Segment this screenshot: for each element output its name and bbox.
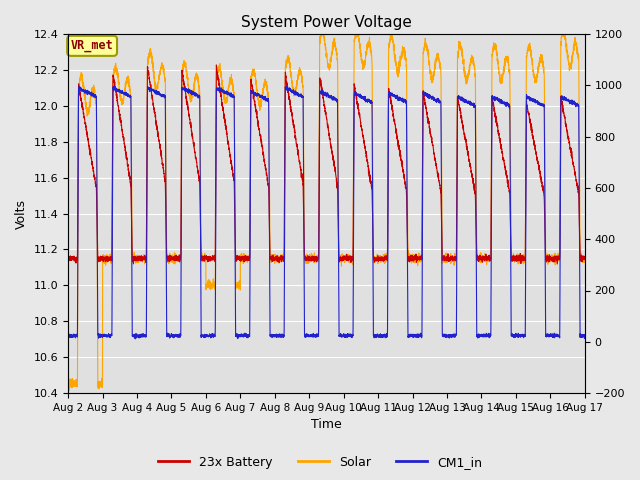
Y-axis label: Volts: Volts: [15, 199, 28, 228]
Text: VR_met: VR_met: [71, 39, 113, 52]
Legend: 23x Battery, Solar, CM1_in: 23x Battery, Solar, CM1_in: [153, 451, 487, 474]
Title: System Power Voltage: System Power Voltage: [241, 15, 412, 30]
X-axis label: Time: Time: [311, 419, 342, 432]
